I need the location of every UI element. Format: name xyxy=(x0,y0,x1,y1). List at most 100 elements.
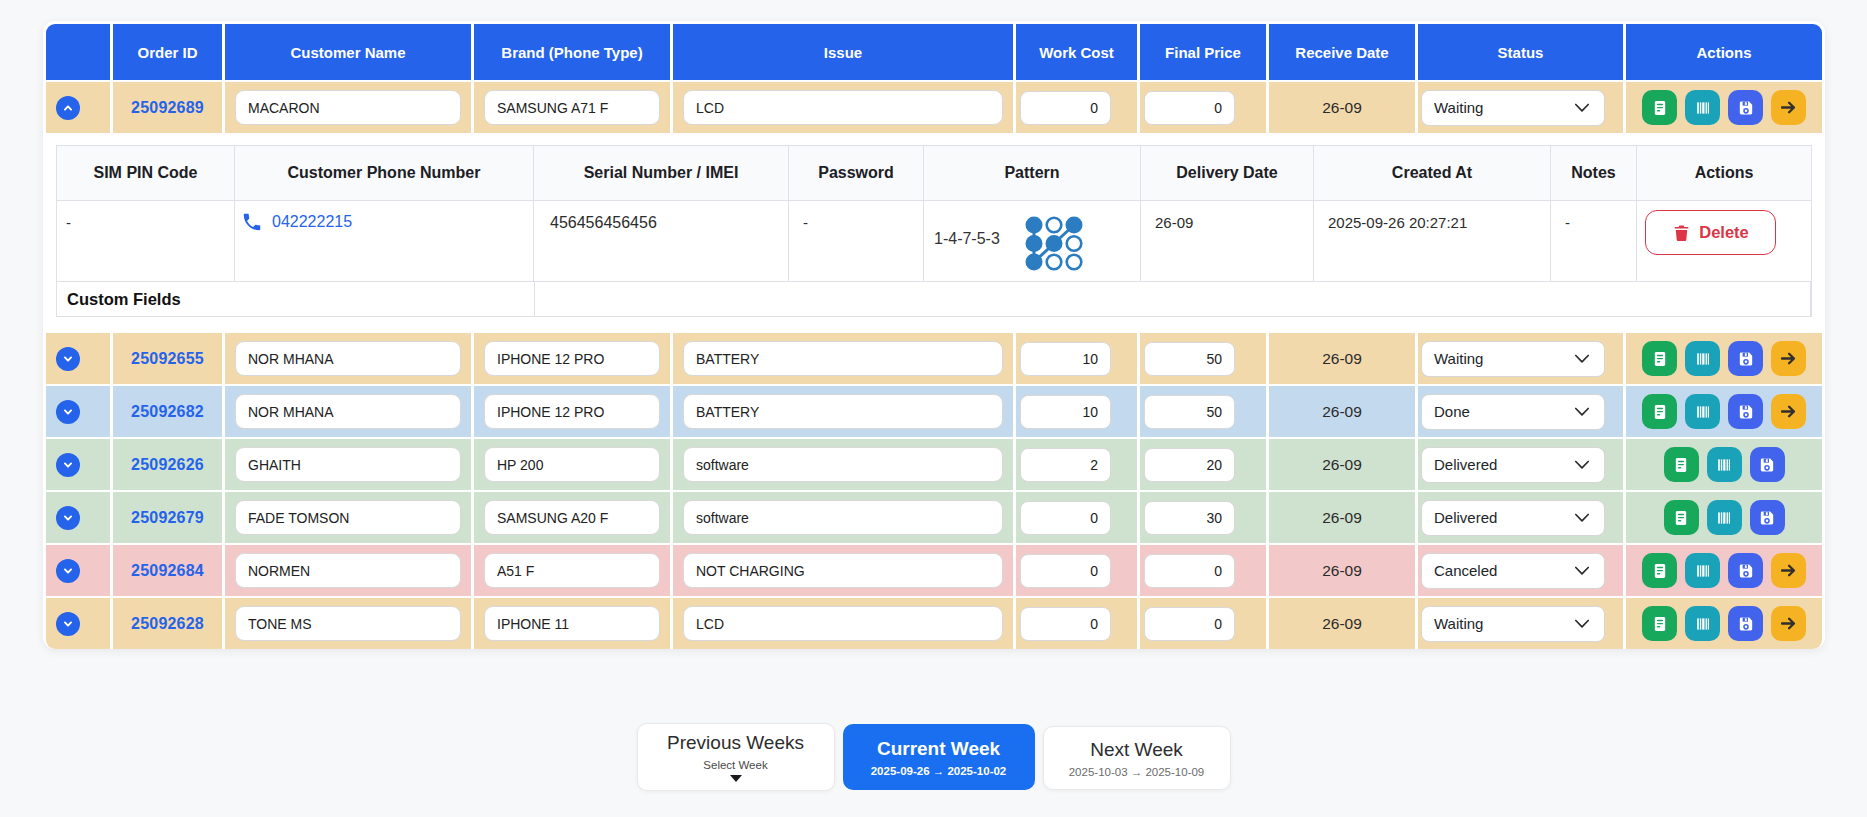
issue-input[interactable] xyxy=(683,90,1003,125)
expand-row-button[interactable] xyxy=(56,612,80,636)
final-price-input[interactable] xyxy=(1144,342,1235,376)
barcode-button[interactable] xyxy=(1707,447,1742,482)
status-select[interactable]: Waiting xyxy=(1421,90,1605,126)
forward-button[interactable] xyxy=(1771,341,1806,376)
final-price-input[interactable] xyxy=(1144,607,1235,641)
chevron-down-icon xyxy=(61,511,75,525)
detail-column-header: Pattern xyxy=(924,146,1141,200)
receipt-button[interactable] xyxy=(1664,500,1699,535)
customer-name-input[interactable] xyxy=(235,341,461,376)
receipt-button[interactable] xyxy=(1642,90,1677,125)
order-id-link[interactable]: 25092679 xyxy=(131,509,204,527)
barcode-button[interactable] xyxy=(1707,500,1742,535)
save-button[interactable] xyxy=(1728,553,1763,588)
order-id-link[interactable]: 25092689 xyxy=(131,99,204,117)
final-price-input[interactable] xyxy=(1144,395,1235,429)
save-button[interactable] xyxy=(1728,606,1763,641)
status-select[interactable]: Delivered xyxy=(1421,500,1605,536)
phone-number-link[interactable]: 042222215 xyxy=(241,211,533,233)
issue-input[interactable] xyxy=(683,394,1003,429)
receipt-button[interactable] xyxy=(1642,394,1677,429)
column-header: Brand (Phone Type) xyxy=(471,24,670,80)
brand-input[interactable] xyxy=(484,606,660,641)
work-cost-input[interactable] xyxy=(1020,554,1111,588)
save-button[interactable] xyxy=(1750,447,1785,482)
column-header: Actions xyxy=(1623,24,1822,80)
barcode-icon xyxy=(1694,615,1712,633)
previous-weeks-button[interactable]: Previous Weeks Select Week xyxy=(637,723,835,791)
status-select[interactable]: Canceled xyxy=(1421,553,1605,589)
order-id-link[interactable]: 25092655 xyxy=(131,350,204,368)
issue-input[interactable] xyxy=(683,447,1003,482)
column-header: Issue xyxy=(670,24,1013,80)
expand-row-button[interactable] xyxy=(56,453,80,477)
save-button[interactable] xyxy=(1728,394,1763,429)
custom-fields-label: Custom Fields xyxy=(57,290,181,309)
issue-input[interactable] xyxy=(683,606,1003,641)
next-week-button[interactable]: Next Week 2025-10-03 → 2025-10-09 xyxy=(1043,726,1231,790)
order-id-link[interactable]: 25092682 xyxy=(131,403,204,421)
customer-name-input[interactable] xyxy=(235,447,461,482)
issue-input[interactable] xyxy=(683,500,1003,535)
receipt-button[interactable] xyxy=(1664,447,1699,482)
save-button[interactable] xyxy=(1728,341,1763,376)
brand-input[interactable] xyxy=(484,553,660,588)
forward-button[interactable] xyxy=(1771,394,1806,429)
brand-input[interactable] xyxy=(484,447,660,482)
barcode-button[interactable] xyxy=(1685,394,1720,429)
work-cost-input[interactable] xyxy=(1020,91,1111,125)
expand-row-button[interactable] xyxy=(56,347,80,371)
order-row: 2509265526-09Waiting xyxy=(46,333,1822,384)
save-button[interactable] xyxy=(1750,500,1785,535)
issue-input[interactable] xyxy=(683,341,1003,376)
forward-button[interactable] xyxy=(1771,553,1806,588)
customer-name-input[interactable] xyxy=(235,553,461,588)
status-select[interactable]: Waiting xyxy=(1421,341,1605,377)
brand-input[interactable] xyxy=(484,500,660,535)
receipt-button[interactable] xyxy=(1642,553,1677,588)
work-cost-input[interactable] xyxy=(1020,342,1111,376)
current-week-button[interactable]: Current Week 2025-09-26 → 2025-10-02 xyxy=(843,724,1035,790)
barcode-button[interactable] xyxy=(1685,90,1720,125)
work-cost-input[interactable] xyxy=(1020,501,1111,535)
forward-button[interactable] xyxy=(1771,606,1806,641)
work-cost-input[interactable] xyxy=(1020,448,1111,482)
order-id-link[interactable]: 25092628 xyxy=(131,615,204,633)
barcode-button[interactable] xyxy=(1685,553,1720,588)
issue-input[interactable] xyxy=(683,553,1003,588)
save-button[interactable] xyxy=(1728,90,1763,125)
status-select[interactable]: Done xyxy=(1421,394,1605,430)
receipt-button[interactable] xyxy=(1642,341,1677,376)
expand-row-button[interactable] xyxy=(56,400,80,424)
final-price-input[interactable] xyxy=(1144,448,1235,482)
work-cost-input[interactable] xyxy=(1020,607,1111,641)
expand-row-button[interactable] xyxy=(56,506,80,530)
order-id-link[interactable]: 25092684 xyxy=(131,562,204,580)
status-select[interactable]: Waiting xyxy=(1421,606,1605,642)
expand-row-button[interactable] xyxy=(56,96,80,120)
final-price-input[interactable] xyxy=(1144,91,1235,125)
work-cost-input[interactable] xyxy=(1020,395,1111,429)
brand-input[interactable] xyxy=(484,341,660,376)
chevron-down-icon xyxy=(61,458,75,472)
brand-input[interactable] xyxy=(484,394,660,429)
barcode-button[interactable] xyxy=(1685,606,1720,641)
order-id-link[interactable]: 25092626 xyxy=(131,456,204,474)
customer-name-input[interactable] xyxy=(235,606,461,641)
chevron-down-icon xyxy=(1574,354,1590,364)
chevron-down-icon xyxy=(1574,619,1590,629)
customer-name-input[interactable] xyxy=(235,500,461,535)
save-icon xyxy=(1737,350,1755,368)
receipt-button[interactable] xyxy=(1642,606,1677,641)
final-price-input[interactable] xyxy=(1144,554,1235,588)
barcode-button[interactable] xyxy=(1685,341,1720,376)
final-price-input[interactable] xyxy=(1144,501,1235,535)
status-select[interactable]: Delivered xyxy=(1421,447,1605,483)
customer-name-input[interactable] xyxy=(235,90,461,125)
brand-input[interactable] xyxy=(484,90,660,125)
expand-row-button[interactable] xyxy=(56,559,80,583)
delete-button[interactable]: Delete xyxy=(1645,210,1776,255)
order-row: 2509267926-09Delivered xyxy=(46,492,1822,543)
customer-name-input[interactable] xyxy=(235,394,461,429)
forward-button[interactable] xyxy=(1771,90,1806,125)
